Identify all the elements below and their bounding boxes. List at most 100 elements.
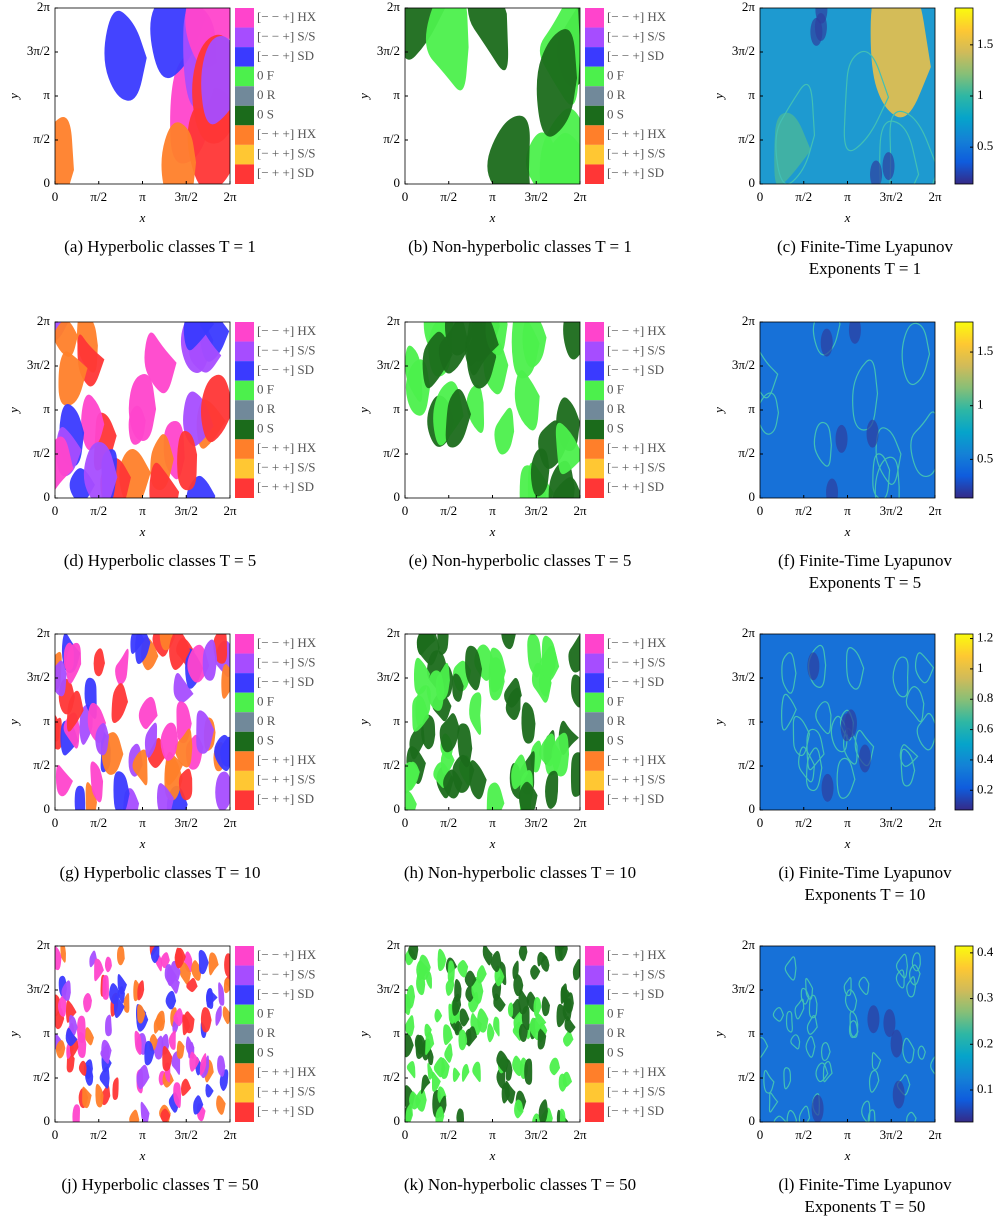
class-region [437, 948, 447, 972]
ftle-feature [916, 712, 935, 751]
colorbar-tick-label: 1.5 [977, 36, 993, 51]
y-tick-label: 3π/2 [27, 981, 50, 996]
class-region [551, 732, 570, 777]
colorbar-tick-label: 1 [977, 87, 984, 102]
legend-label: 0 F [607, 381, 624, 396]
class-region [425, 1031, 435, 1056]
class-region [512, 1055, 524, 1077]
legend-label: 0 R [607, 1025, 626, 1040]
legend-swatch [585, 66, 604, 87]
x-tick-label: 0 [402, 815, 409, 830]
class-region [137, 980, 145, 1001]
class-region [144, 1040, 155, 1066]
class-region [60, 946, 66, 963]
y-tick-label: 0 [749, 801, 756, 816]
class-region [494, 407, 515, 455]
y-tick-label: 0 [44, 1113, 51, 1128]
class-region [61, 980, 71, 1002]
x-axis-label: x [844, 210, 851, 225]
panel-image [760, 946, 935, 1122]
legend-label: [− − +] HX [607, 9, 667, 24]
class-region [160, 952, 170, 969]
x-tick-label: 2π [223, 1127, 237, 1142]
class-region [405, 993, 412, 1016]
class-region [541, 996, 551, 1017]
ftle-minimum [815, 8, 828, 24]
x-tick-label: 3π/2 [175, 503, 198, 518]
ftle-feature [806, 1014, 818, 1035]
ftle-feature [908, 964, 921, 986]
colorbar-tick-label: 0.5 [977, 450, 993, 465]
legend-label: [− + +] SD [607, 479, 664, 494]
y-tick-label: 0 [394, 801, 401, 816]
y-tick-label: π [748, 87, 755, 102]
y-tick-label: 2π [37, 937, 51, 952]
class-region [123, 992, 130, 1013]
ftle-feature [760, 1036, 769, 1059]
class-region [179, 962, 192, 985]
class-region [93, 648, 105, 677]
legend-swatch [235, 1024, 254, 1044]
class-region [55, 764, 73, 797]
class-region [200, 374, 230, 443]
class-region [105, 1014, 112, 1037]
legend-swatch [585, 946, 604, 966]
ftle-minimum [866, 419, 879, 448]
class-region [189, 1051, 200, 1072]
x-axis-label: x [489, 524, 496, 539]
y-axis-label: y [711, 407, 726, 415]
class-region [111, 683, 129, 723]
caption: (b) Non-hyperbolic classes T = 1 [408, 237, 632, 256]
class-region [224, 953, 230, 977]
legend-swatch [235, 27, 254, 48]
class-region [532, 1113, 542, 1122]
x-tick-label: π/2 [795, 1127, 812, 1142]
legend-swatch [585, 400, 604, 420]
colorbar-tick-label: 0.4 [977, 944, 994, 959]
legend-swatch [235, 731, 254, 752]
class-region [117, 946, 125, 966]
class-region [518, 1023, 528, 1042]
class-region [84, 1027, 94, 1046]
x-tick-label: π [139, 815, 146, 830]
legend-swatch [585, 965, 604, 986]
ftle-feature [930, 1055, 935, 1076]
y-tick-label: 3π/2 [732, 981, 755, 996]
class-region [518, 781, 538, 810]
legend-swatch [235, 965, 254, 986]
class-region [81, 394, 105, 451]
ftle-feature [848, 1020, 859, 1039]
legend-swatch [585, 1102, 604, 1122]
class-region [201, 36, 230, 125]
class-region [530, 448, 550, 497]
ftle-feature [772, 1007, 785, 1022]
legend-label: 0 R [257, 713, 276, 728]
ftle-feature [858, 976, 870, 995]
class-region [128, 405, 146, 445]
legend-label: 0 R [607, 713, 626, 728]
legend-label: 0 F [257, 1005, 274, 1020]
x-tick-label: π [844, 1127, 851, 1142]
legend-label: 0 F [607, 1005, 624, 1020]
ftle-feature [790, 1034, 801, 1050]
class-region [459, 1008, 470, 1027]
class-region [482, 946, 493, 966]
class-region [176, 1040, 185, 1059]
ftle-ridge [774, 112, 811, 184]
ftle-feature [905, 686, 925, 723]
legend-label: 0 F [257, 693, 274, 708]
class-region [416, 960, 430, 981]
x-tick-label: π/2 [795, 815, 812, 830]
y-tick-label: 3π/2 [377, 669, 400, 684]
class-region [486, 782, 505, 810]
ftle-feature [813, 421, 832, 467]
legend-label: [− + +] HX [257, 752, 317, 767]
class-region [217, 1055, 226, 1077]
y-axis-label: y [6, 407, 21, 415]
class-region [570, 752, 580, 797]
class-region [454, 979, 462, 1002]
x-tick-label: π [139, 1127, 146, 1142]
class-region [85, 782, 97, 810]
legend-label: [− − +] S/S [257, 28, 315, 43]
ftle-minimum [848, 322, 861, 344]
